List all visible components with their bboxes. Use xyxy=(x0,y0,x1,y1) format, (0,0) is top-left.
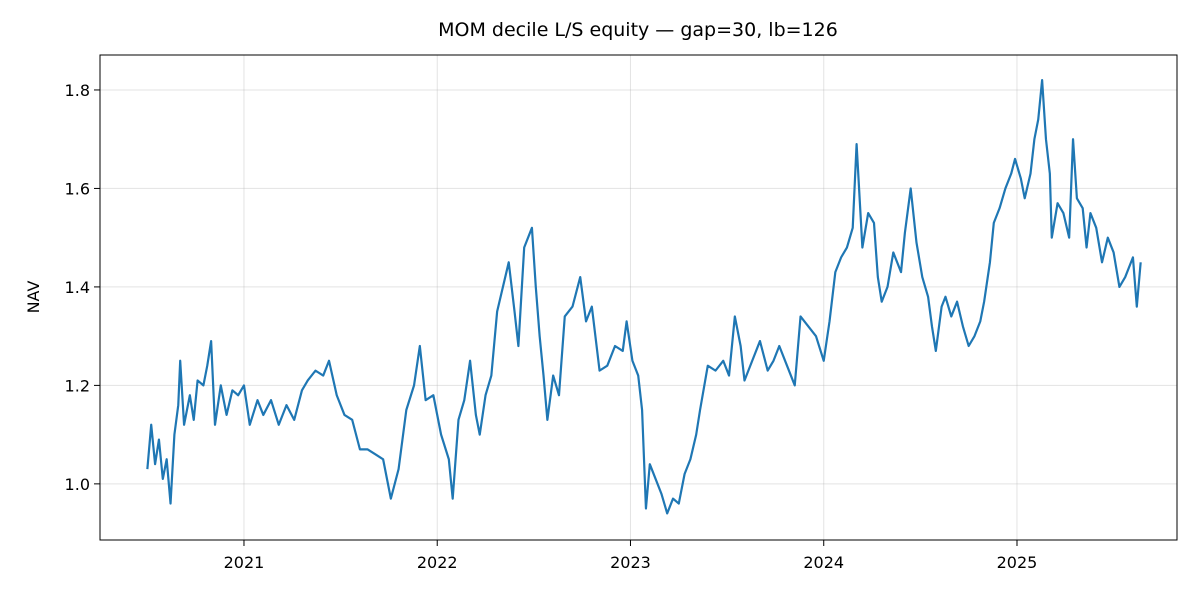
y-tick-label: 1.4 xyxy=(65,278,90,297)
y-tick-label: 1.2 xyxy=(65,376,90,395)
y-tick-label: 1.0 xyxy=(65,475,90,494)
y-tick-label: 1.6 xyxy=(65,179,90,198)
x-tick-label: 2024 xyxy=(803,553,844,572)
chart-title: MOM decile L/S equity — gap=30, lb=126 xyxy=(438,19,838,41)
plot-frame xyxy=(99,54,1178,541)
x-tick-label: 2021 xyxy=(224,553,265,572)
x-tick-label: 2023 xyxy=(610,553,651,572)
y-tick-label: 1.8 xyxy=(65,81,90,100)
y-axis-label: NAV xyxy=(24,281,43,314)
line xyxy=(146,79,1142,515)
x-tick-label: 2022 xyxy=(417,553,458,572)
x-tick-label: 2025 xyxy=(997,553,1038,572)
